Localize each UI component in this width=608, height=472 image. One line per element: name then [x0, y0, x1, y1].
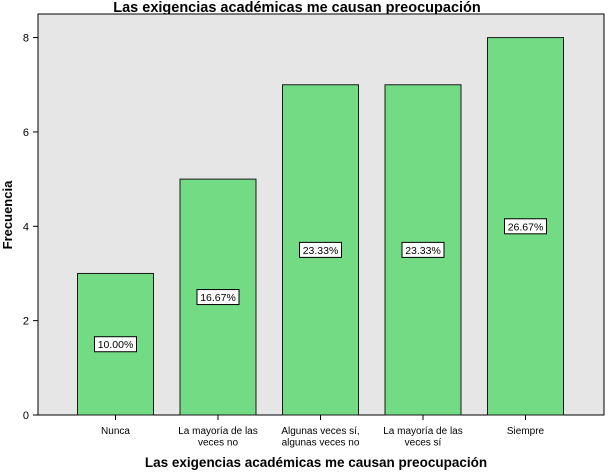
y-axis: 0 2 4 6 8 [23, 33, 38, 422]
y-tick-label: 4 [23, 221, 29, 233]
data-label-box [504, 218, 547, 235]
data-label: 16.67% [200, 292, 236, 304]
x-axis: Nunca La mayoría de las veces no Algunas ve… [101, 415, 545, 449]
data-label: 10.00% [98, 339, 134, 351]
bars-group: 10.00% 16.67% 23.33% 23.33% 26.67% [77, 37, 564, 416]
data-label-box [94, 336, 137, 353]
y-tick-label: 6 [23, 127, 29, 139]
data-label-box [401, 241, 445, 258]
y-axis-label: Frecuencia [0, 180, 15, 249]
data-label-box [299, 241, 342, 258]
data-label-box [196, 289, 240, 306]
x-tick-label: Siempre [507, 426, 545, 437]
x-tick-label: Algunas veces sí, algunas veces no [281, 426, 360, 449]
x-tick-label: Nunca [101, 426, 130, 437]
x-axis-label: Las exigencias académicas me causan preo… [145, 455, 487, 470]
data-label: 23.33% [303, 245, 339, 257]
data-label: 26.67% [508, 221, 544, 233]
x-tick-label: La mayoría de las veces no [178, 426, 258, 449]
y-tick-label: 8 [23, 33, 29, 45]
y-tick-label: 2 [23, 316, 29, 328]
chart-title: Las exigencias académicas me causan preo… [113, 0, 481, 16]
x-tick-label: La mayoría de las veces sí [383, 426, 463, 449]
data-label: 23.33% [405, 245, 441, 257]
y-tick-label: 0 [23, 410, 29, 422]
